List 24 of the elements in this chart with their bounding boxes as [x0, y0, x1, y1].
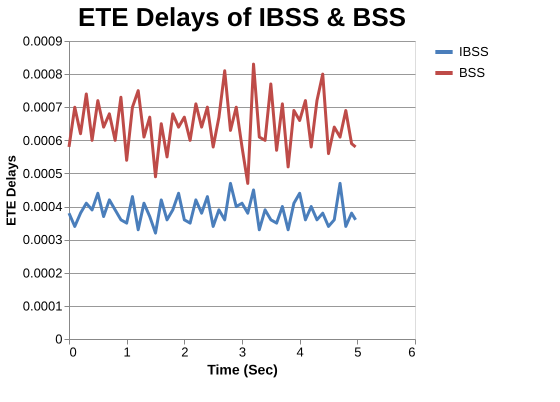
x-axis-title: Time (Sec) — [207, 362, 278, 378]
y-axis-title: ETE Delays — [4, 155, 19, 226]
y-tick-label: 0.0002 — [22, 265, 62, 280]
y-tick-label: 0.0005 — [22, 166, 62, 181]
legend-label: IBSS — [459, 44, 489, 59]
y-tick-label: 0.0008 — [22, 66, 62, 82]
y-tick-label: 0.0006 — [22, 132, 62, 148]
legend-label: BSS — [459, 65, 486, 80]
x-tick-label: 3 — [238, 344, 246, 360]
line-series — [68, 62, 358, 185]
chart-title: ETE Delays of IBSS & BSS — [78, 2, 406, 32]
y-tick-label: 0 — [55, 332, 62, 346]
y-tick-label: 0.0007 — [22, 100, 62, 115]
x-tick-label: 2 — [181, 344, 188, 360]
x-tick-label: 0 — [70, 344, 77, 360]
y-tick-label: 0.0003 — [22, 232, 62, 248]
x-tick-label: 4 — [296, 344, 304, 360]
y-tick-label: 0.0001 — [22, 298, 62, 314]
line-series — [68, 182, 358, 235]
x-tick-label: 6 — [408, 344, 416, 360]
y-tick-label: 0.0004 — [22, 199, 62, 214]
x-tick-label: 1 — [124, 344, 131, 360]
x-tick-label: 5 — [354, 344, 362, 360]
y-tick-label: 0.0009 — [22, 34, 62, 48]
